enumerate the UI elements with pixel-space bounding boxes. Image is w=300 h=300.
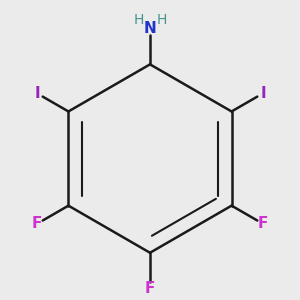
- Text: H: H: [156, 13, 167, 27]
- Text: F: F: [32, 216, 42, 231]
- Text: I: I: [260, 86, 266, 101]
- Text: F: F: [258, 216, 268, 231]
- Text: I: I: [34, 86, 40, 101]
- Text: F: F: [145, 281, 155, 296]
- Text: H: H: [133, 13, 144, 27]
- Text: N: N: [144, 21, 156, 36]
